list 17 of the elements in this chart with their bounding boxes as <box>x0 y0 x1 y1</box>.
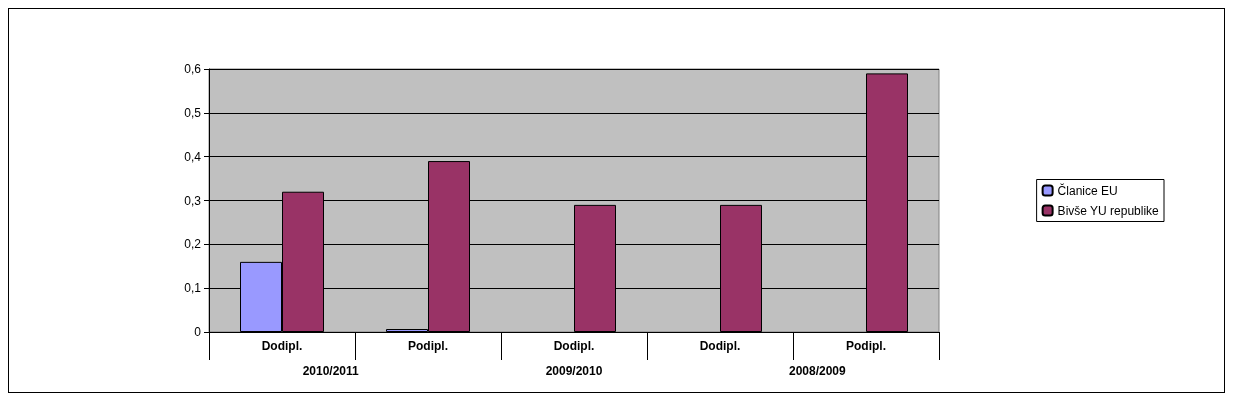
y-tick-label: 0,5 <box>184 105 202 120</box>
text: 2008/2009 <box>788 364 847 378</box>
x-tick-label: Dodipl. <box>553 339 595 353</box>
y-tick-label: 0,2 <box>184 237 202 252</box>
y-tick-label: 0,3 <box>184 193 202 208</box>
x-tick-label: Podipl. <box>408 339 448 353</box>
y-tick-label: 0,1 <box>184 281 202 296</box>
y-tick-label: 0,6 <box>184 62 202 76</box>
x-tick-label: Podipl. <box>846 339 886 353</box>
text: 2009/2010 <box>545 364 603 378</box>
x-tick-label: Dodipl. <box>261 339 303 353</box>
text: 2010/2011 <box>302 364 360 378</box>
x-tick-label: Dodipl. <box>699 339 741 353</box>
y-tick-label: 0 <box>194 325 202 339</box>
legend-label: Bivše YU republike <box>1057 203 1160 218</box>
legend-label: Članice EU <box>1057 182 1118 198</box>
y-tick-label: 0,4 <box>184 149 202 164</box>
